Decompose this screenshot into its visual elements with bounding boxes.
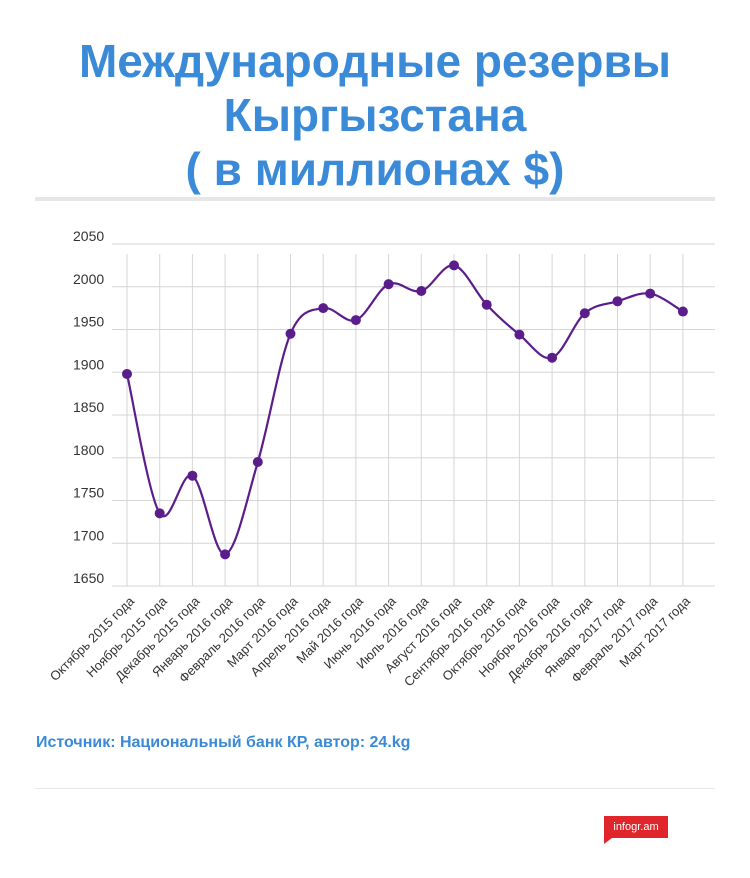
- grid: [112, 243, 715, 587]
- series-points: [122, 260, 688, 560]
- y-tick-label: 2050: [73, 230, 104, 244]
- chart-title-line-1: Международные резервы: [78, 35, 672, 87]
- y-tick-label: 1850: [73, 399, 104, 415]
- data-point: [547, 352, 558, 363]
- infogram-badge[interactable]: infogr.am: [604, 816, 668, 844]
- chart-title: Международные резервы Кыргызстана ( в ми…: [0, 34, 750, 196]
- data-point: [318, 303, 329, 314]
- data-point: [187, 470, 198, 481]
- data-point: [514, 329, 525, 340]
- source-note: Источник: Национальный банк КР, автор: 2…: [36, 734, 411, 751]
- chart-title-line-2: Кыргызстана: [223, 89, 527, 141]
- data-point: [285, 328, 296, 339]
- badge-tail-shape: [604, 838, 612, 844]
- data-point: [252, 457, 263, 468]
- chart-title-line-3: ( в миллионах $): [185, 143, 565, 195]
- y-tick-label: 1900: [73, 356, 104, 372]
- y-tick-label: 2000: [73, 271, 104, 287]
- bottom-divider: [35, 788, 715, 789]
- y-tick-label: 1650: [73, 570, 104, 586]
- y-tick-label: 1750: [73, 485, 104, 501]
- line-chart: 1650 1700 1750 1800 1850 1900 1950 2000 2050 Окт…: [47, 230, 715, 689]
- data-point: [383, 279, 394, 290]
- data-point: [579, 308, 590, 319]
- data-point: [449, 260, 459, 271]
- top-divider: [35, 197, 715, 201]
- data-point: [350, 315, 361, 326]
- infogram-badge-label: infogr.am: [613, 821, 659, 833]
- y-tick-label: 1800: [73, 442, 104, 458]
- y-axis-ticks: 1650 1700 1750 1800 1850 1900 1950 2000 2050: [73, 230, 104, 586]
- data-point: [220, 549, 231, 560]
- series-line: [125, 264, 684, 556]
- data-point: [122, 368, 132, 379]
- series-line-group: [125, 264, 684, 556]
- data-point: [481, 299, 492, 310]
- data-point: [416, 286, 427, 297]
- data-point: [612, 296, 623, 307]
- y-tick-label: 1950: [73, 314, 104, 330]
- data-point: [645, 288, 656, 299]
- y-tick-label: 1700: [73, 527, 104, 543]
- data-point: [154, 508, 165, 519]
- data-point: [677, 306, 688, 317]
